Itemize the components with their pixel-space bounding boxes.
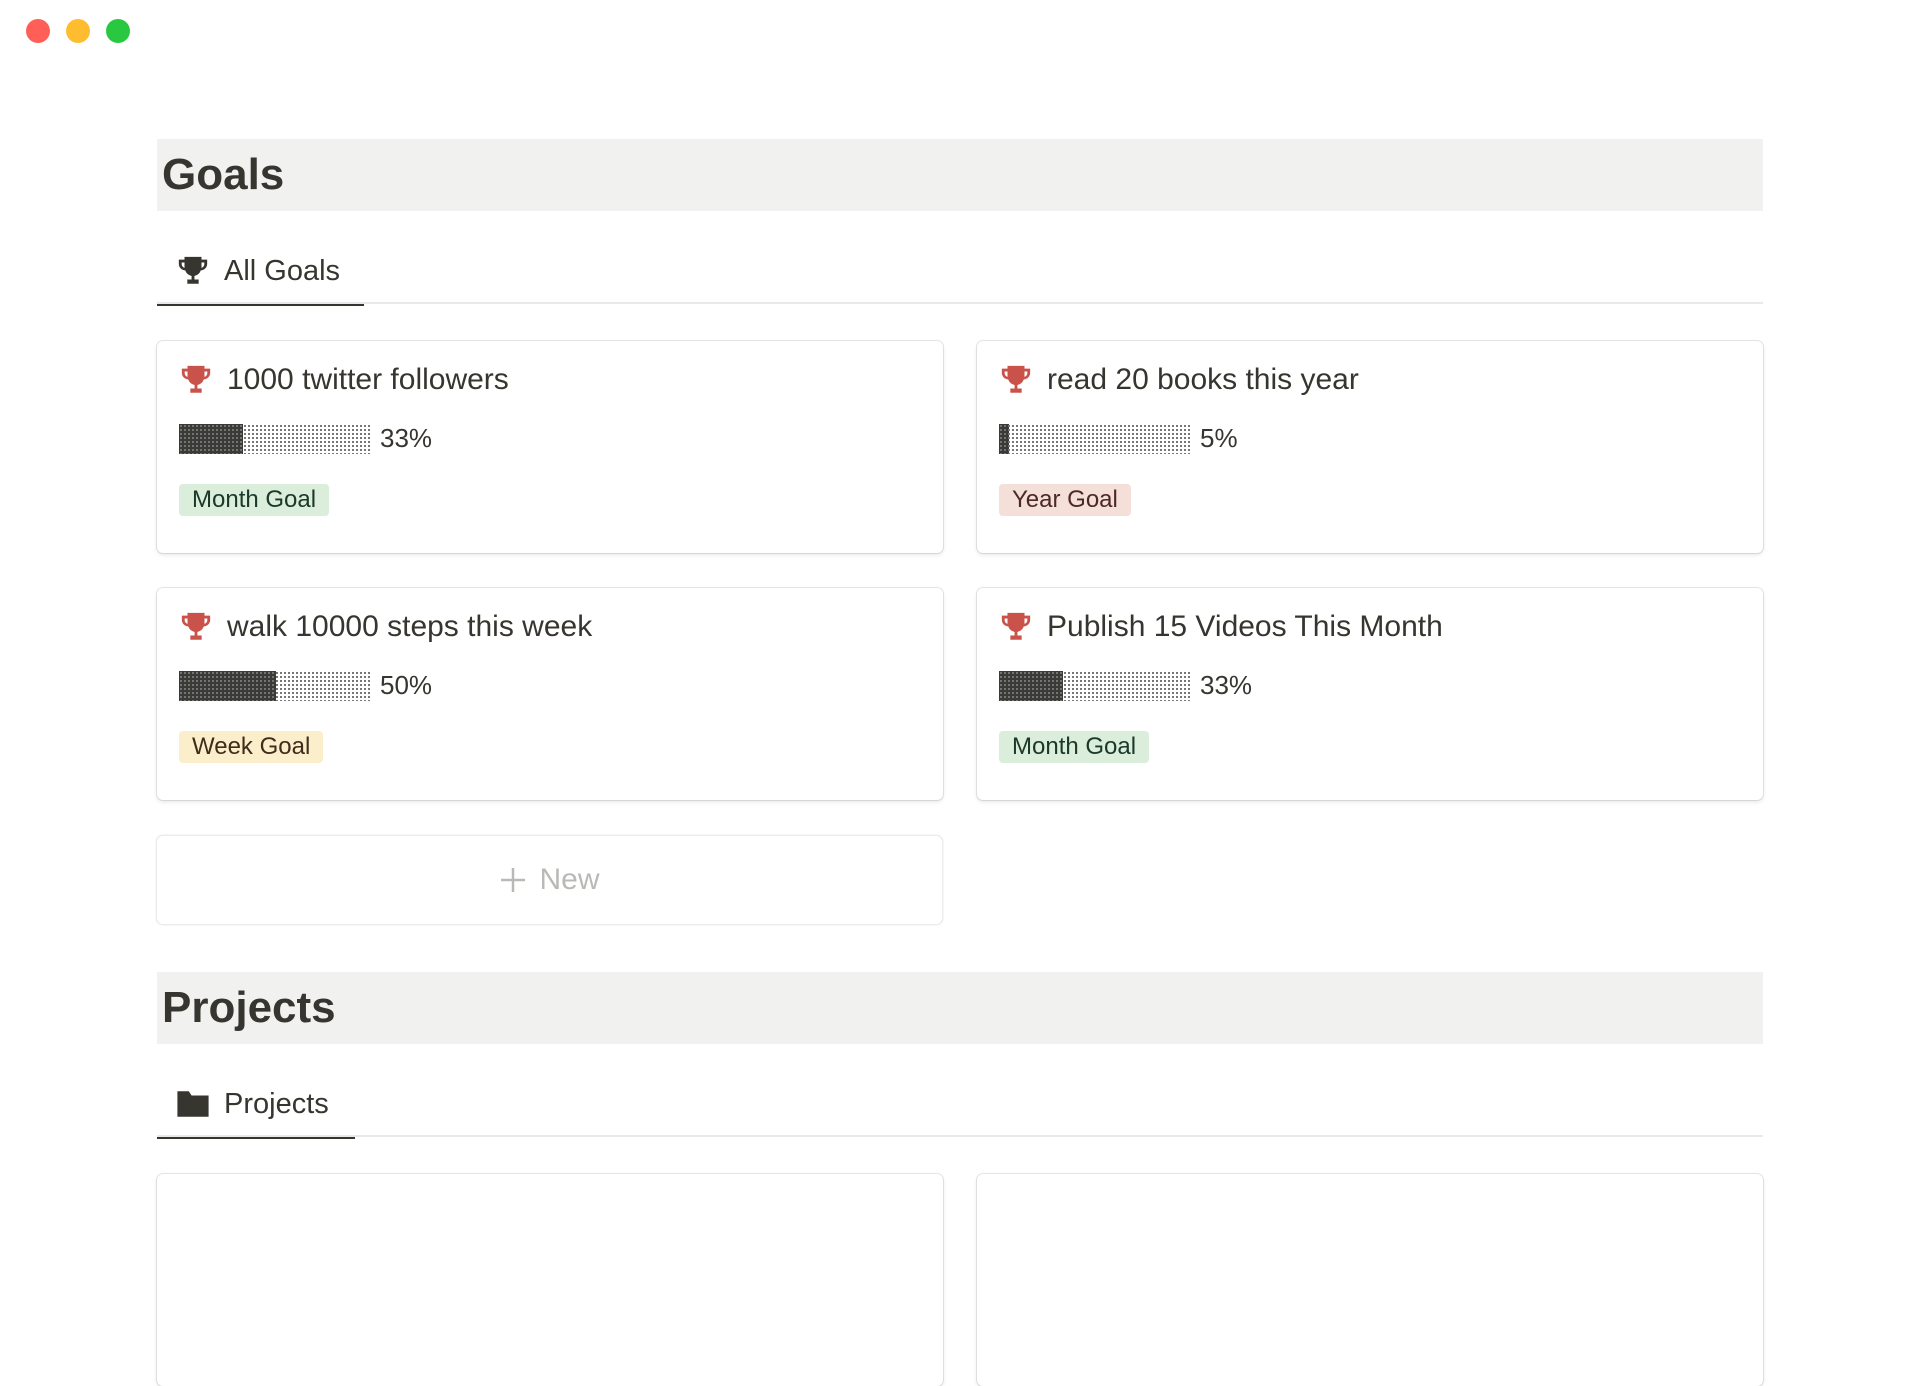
folder-icon (177, 1091, 209, 1117)
progress-label: 5% (1200, 423, 1238, 453)
trophy-icon (181, 612, 211, 640)
goals-header: Goals (157, 139, 1763, 211)
progress-bar (179, 423, 372, 454)
goal-title: read 20 books this year (1047, 363, 1359, 396)
progress-fill (999, 670, 1063, 701)
goal-progress: 50% (179, 670, 432, 701)
goal-progress: 33% (179, 423, 432, 454)
goal-progress: 33% (999, 670, 1252, 701)
close-window-button[interactable] (26, 19, 50, 43)
goal-type-tag: Year Goal (999, 484, 1131, 516)
goal-title: Publish 15 Videos This Month (1047, 610, 1443, 643)
progress-fill (179, 423, 243, 454)
goal-type-tag: Month Goal (179, 484, 330, 516)
projects-header: Projects (157, 972, 1763, 1044)
new-label: New (539, 863, 600, 896)
tab-label: All Goals (224, 254, 341, 287)
goal-card[interactable]: read 20 books this year 5% Year Goal (977, 341, 1763, 553)
trophy-icon (178, 256, 208, 284)
tab-all-goals[interactable]: All Goals (157, 240, 364, 306)
minimize-window-button[interactable] (66, 19, 90, 43)
goal-title: 1000 twitter followers (227, 363, 509, 396)
progress-fill (999, 423, 1009, 454)
goal-type-tag: Week Goal (179, 731, 324, 763)
progress-bar (999, 423, 1192, 454)
goal-title-row: Publish 15 Videos This Month (999, 610, 1443, 644)
tab-label: Projects (224, 1087, 329, 1120)
goal-card[interactable]: Publish 15 Videos This Month 33% Month G… (977, 588, 1763, 800)
tab-projects[interactable]: Projects (157, 1073, 355, 1139)
trophy-icon (1001, 612, 1031, 640)
progress-bar (179, 670, 372, 701)
project-card[interactable] (977, 1174, 1763, 1386)
goal-progress: 5% (999, 423, 1238, 454)
trophy-icon (1001, 365, 1031, 393)
goal-title-row: 1000 twitter followers (179, 363, 509, 397)
zoom-window-button[interactable] (106, 19, 130, 43)
goals-title: Goals (162, 150, 285, 199)
goal-type-tag: Month Goal (999, 731, 1150, 763)
goal-title-row: read 20 books this year (999, 363, 1359, 397)
projects-title: Projects (162, 983, 336, 1032)
project-card[interactable] (157, 1174, 943, 1386)
goal-card[interactable]: walk 10000 steps this week 50% Week Goal (157, 588, 943, 800)
plus-icon (501, 868, 526, 892)
progress-bar (999, 670, 1192, 701)
goal-title: walk 10000 steps this week (227, 610, 593, 643)
progress-label: 33% (1200, 670, 1253, 700)
progress-fill (179, 670, 276, 701)
goal-card[interactable]: 1000 twitter followers 33% Month Goal (157, 341, 943, 553)
progress-label: 50% (380, 670, 433, 700)
new-goal-button[interactable]: New (157, 836, 942, 924)
trophy-icon (181, 365, 211, 393)
goal-title-row: walk 10000 steps this week (179, 610, 592, 644)
progress-label: 33% (380, 423, 433, 453)
